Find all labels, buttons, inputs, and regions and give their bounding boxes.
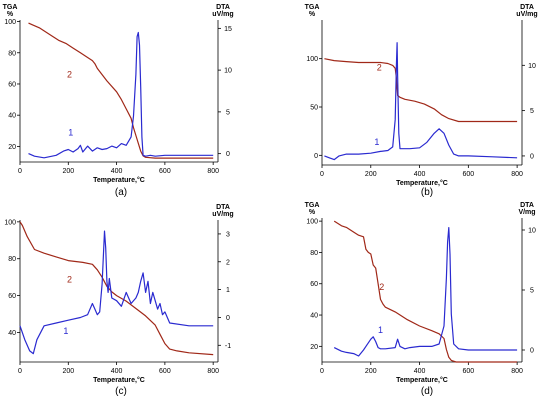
y-left-axis-label: TGA% [3,4,18,18]
y-right-axis-label: DTA V/mg [518,202,535,216]
x-axis-label: Temperature,°C [396,179,448,187]
tga-series-line [333,220,518,363]
y-left-tick-label: 40 [310,313,318,320]
y-left-tick-label: 100 [306,219,318,226]
y-left-tick-label: 40 [8,330,16,337]
curve-number-label: 1 [378,325,383,335]
y-right-tick-label: 10 [528,228,536,235]
x-tick-label: 400 [111,368,123,375]
x-tick-label: 200 [365,368,377,375]
x-tick-label: 0 [320,368,324,375]
y-right-axis-label: DTA uV/mg [212,4,233,18]
x-tick-label: 600 [159,368,171,375]
panel-label: (d) [421,386,433,397]
y-right-axis-label: DTA uV/mg [212,204,233,218]
y-right-tick-label: 15 [224,26,232,33]
y-right-tick-label: 0 [530,348,534,355]
chart-panel: 0 200 400 600 800 0 50 100 0 5 10 Temperature,°C TGA… [305,4,538,198]
curve-number-label: 1 [63,326,68,336]
panel-label: (b) [421,187,433,198]
curve-number-label: 1 [68,127,73,137]
x-tick-label: 200 [62,168,74,175]
y-left-axis-label: TGA% [305,202,320,216]
x-tick-label: 800 [511,368,523,375]
x-tick-label: 800 [207,368,219,375]
y-left-tick-label: 0 [314,153,318,160]
x-tick-label: 600 [462,171,474,178]
x-tick-label: 0 [320,171,324,178]
curve-number-label: 2 [379,282,384,292]
y-left-tick-label: 60 [8,81,16,88]
curve-number-label: 2 [67,275,72,285]
y-left-tick-label: 80 [310,250,318,257]
x-tick-label: 0 [18,168,22,175]
y-left-tick-label: 80 [8,256,16,263]
x-tick-label: 600 [159,168,171,175]
y-left-tick-label: 20 [310,344,318,351]
dta-series-line [324,42,518,161]
x-axis-label: Temperature,°C [93,176,145,184]
x-tick-label: 400 [414,368,426,375]
y-left-tick-label: 100 [306,56,318,63]
x-tick-label: 200 [365,171,377,178]
y-left-tick-label: 60 [8,293,16,300]
y-right-tick-label: 5 [226,109,230,116]
y-right-tick-label: 1 [226,287,230,294]
y-left-tick-label: 40 [8,113,16,120]
y-left-tick-label: 20 [8,144,16,151]
y-right-tick-label: 5 [530,108,534,115]
y-right-tick-label: 0 [530,153,534,160]
x-tick-label: 800 [511,171,523,178]
y-right-tick-label: 10 [528,63,536,70]
y-right-tick-label: 3 [226,231,230,238]
x-axis-label: Temperature,°C [396,376,448,384]
tga-series-line [28,22,214,159]
y-left-tick-label: 100 [4,219,16,226]
y-left-tick-label: 100 [4,19,16,26]
x-tick-label: 400 [414,171,426,178]
curve-number-label: 2 [67,70,72,80]
chart-panel: 0 200 400 600 800 20 40 60 80 100 0 5 10 15 Temperatur… [3,4,234,198]
x-tick-label: 800 [207,168,219,175]
curve-number-label: 1 [374,137,379,147]
tga-series-line [19,221,214,356]
tga-series-line [324,58,518,123]
x-tick-label: 600 [462,368,474,375]
dta-series-line [19,230,214,355]
y-right-tick-label: 5 [530,288,534,295]
dta-series-line [333,227,518,357]
chart-panel: 0 200 400 600 800 20 40 60 80 100 0 5 10 Temperature,… [305,202,536,397]
x-axis-label: Temperature,°C [93,376,145,384]
chart-panel: 0 200 400 600 800 40 60 80 100 -1 0 1 2 3 Temperature,… [4,204,233,397]
y-left-tick-label: 80 [8,50,16,57]
y-right-axis-label: DTA uV/mg [516,4,537,18]
x-tick-label: 400 [111,168,123,175]
y-right-tick-label: 0 [226,315,230,322]
y-left-tick-label: 60 [310,281,318,288]
panel-label: (c) [115,386,127,397]
y-right-tick-label: 10 [224,68,232,75]
y-left-tick-label: 50 [310,105,318,112]
x-tick-label: 200 [62,368,74,375]
y-left-axis-label: TGA% [305,4,320,18]
curve-number-label: 2 [377,62,382,72]
panel-label: (a) [115,187,127,198]
y-right-tick-label: -1 [225,343,231,350]
y-right-tick-label: 2 [226,259,230,266]
y-right-tick-label: 0 [226,151,230,158]
dta-series-line [28,31,214,159]
x-tick-label: 0 [18,368,22,375]
